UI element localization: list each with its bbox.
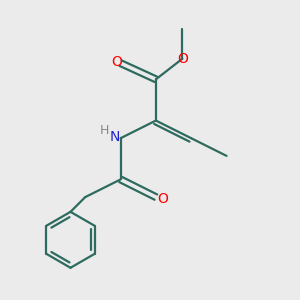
Text: N: N bbox=[110, 130, 120, 144]
Text: H: H bbox=[100, 124, 109, 137]
Text: O: O bbox=[112, 55, 122, 69]
Text: O: O bbox=[157, 192, 168, 206]
Text: O: O bbox=[177, 52, 188, 66]
